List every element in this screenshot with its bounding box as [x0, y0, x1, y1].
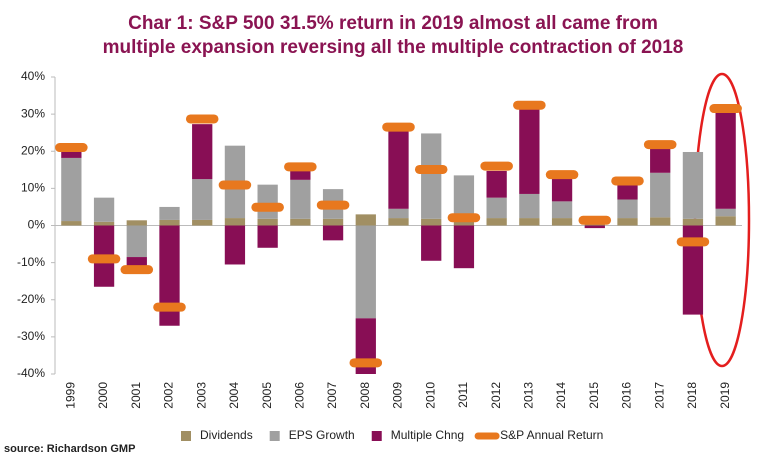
bar-segment: [421, 218, 442, 226]
bar-segment: [355, 214, 376, 226]
legend-label: Dividends: [200, 428, 253, 442]
bar-segment: [551, 201, 573, 219]
bar-segment: [584, 225, 605, 229]
y-tick-label: 30%: [21, 106, 45, 120]
x-tick-label: 2008: [358, 382, 372, 409]
bar-segment: [61, 157, 82, 222]
x-tick-label: 2011: [456, 382, 470, 408]
bar-segment: [682, 218, 704, 226]
legend-swatch: [371, 431, 382, 441]
x-tick-label: 2006: [293, 382, 307, 409]
bar-segment: [421, 225, 442, 261]
bar-segment: [650, 146, 671, 173]
x-tick-label: 1999: [64, 382, 78, 409]
y-tick-label: -10%: [17, 255, 45, 269]
bar-segment: [61, 150, 82, 158]
x-tick-label: 2003: [194, 382, 208, 409]
bar-segment: [682, 151, 704, 219]
bar-segment: [421, 133, 442, 219]
bar-segment: [486, 218, 507, 226]
bar-segment: [617, 218, 638, 226]
bar-segment: [519, 193, 540, 219]
bar-segment: [617, 199, 638, 219]
y-tick-label: 20%: [21, 143, 45, 157]
x-tick-label: 2004: [227, 382, 241, 409]
bar-segment: [650, 217, 671, 226]
bar-segment: [486, 170, 507, 198]
bar-segment: [388, 208, 409, 219]
bar-segment: [93, 197, 115, 222]
legend-label: S&P Annual Return: [500, 428, 603, 442]
x-tick-label: 2017: [652, 382, 666, 409]
bar-segment: [519, 108, 540, 194]
x-tick-label: 2005: [260, 382, 274, 409]
y-tick-label: -40%: [17, 366, 45, 380]
bar-segment: [551, 218, 573, 226]
bar-segment: [453, 225, 475, 269]
bar-segment: [192, 124, 213, 180]
legend-swatch: [181, 431, 191, 441]
bar-segment: [617, 184, 638, 200]
bar-segment: [224, 225, 246, 265]
x-tick-label: 2012: [489, 382, 503, 409]
bar-segment: [486, 197, 507, 219]
bar-segment: [192, 219, 213, 226]
bar-segment: [224, 218, 246, 226]
x-tick-label: 2009: [391, 382, 405, 409]
x-tick-label: 2019: [718, 382, 732, 409]
x-tick-label: 2007: [325, 382, 339, 409]
bar-segment: [388, 127, 409, 209]
x-tick-label: 2016: [620, 382, 634, 409]
x-tick-label: 2001: [129, 382, 143, 409]
bar-segment: [453, 175, 475, 219]
bar-segment: [61, 221, 82, 226]
x-tick-label: 2018: [685, 382, 699, 409]
bar-segment: [715, 208, 736, 217]
bar-segment: [682, 225, 704, 315]
x-tick-label: 2014: [554, 382, 568, 409]
y-tick-label: -20%: [17, 292, 45, 306]
bar-segment: [551, 177, 573, 202]
bar-segment: [159, 219, 180, 226]
bar-segment: [126, 225, 147, 258]
chart-title: multiple expansion reversing all the mul…: [103, 37, 684, 58]
bar-segment: [290, 167, 311, 180]
bar-segment: [159, 225, 180, 326]
bar-segment: [257, 184, 278, 219]
chart-title: Char 1: S&P 500 31.5% return in 2019 alm…: [128, 13, 658, 34]
bar-segment: [715, 112, 736, 209]
bar-segment: [322, 218, 344, 226]
bar-segment: [388, 218, 409, 226]
y-tick-label: 40%: [21, 69, 45, 83]
legend-label: Multiple Chng: [391, 428, 464, 442]
x-tick-label: 2013: [522, 382, 536, 409]
bar-segment: [290, 179, 311, 219]
bar-segment: [290, 218, 311, 226]
y-tick-label: 0%: [28, 218, 46, 232]
bar-segment: [159, 206, 180, 220]
legend-label: EPS Growth: [289, 428, 355, 442]
bar-segment: [650, 172, 671, 218]
legend-swatch: [269, 431, 280, 441]
y-tick-label: 10%: [21, 181, 45, 195]
bar-segment: [355, 225, 376, 319]
source: source: Richardson GMP: [4, 443, 135, 455]
bar-segment: [192, 179, 213, 220]
bar-segment: [257, 218, 278, 226]
y-tick-label: -30%: [17, 329, 45, 343]
bar-segment: [257, 225, 278, 248]
bar-segment: [715, 216, 736, 226]
x-tick-label: 2000: [96, 382, 110, 409]
bar-segment: [519, 218, 540, 226]
x-tick-label: 2015: [587, 382, 601, 409]
bar-segment: [93, 221, 115, 226]
bar-segment: [126, 220, 147, 226]
bar-segment: [322, 225, 344, 241]
x-tick-label: 2002: [162, 382, 176, 409]
x-tick-label: 2010: [423, 382, 437, 409]
